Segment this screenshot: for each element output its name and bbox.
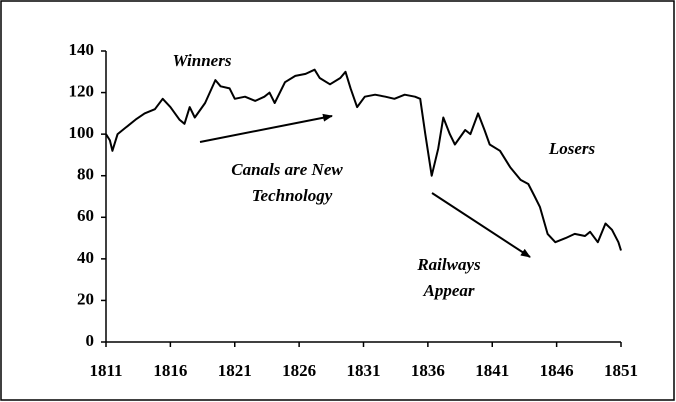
x-tick-label: 1811 <box>89 361 122 380</box>
annotation: Losers <box>548 139 596 158</box>
y-tick-label: 100 <box>69 123 95 142</box>
y-tick-label: 20 <box>77 289 94 308</box>
x-tick-label: 1851 <box>604 361 638 380</box>
y-tick-label: 40 <box>77 248 94 267</box>
annotation: Railways <box>416 255 481 274</box>
x-tick-label: 1826 <box>282 361 316 380</box>
y-tick-label: 140 <box>69 40 95 59</box>
y-tick-label: 60 <box>77 206 94 225</box>
line <box>105 68 622 251</box>
arrow <box>431 192 531 258</box>
x-tick-label: 1831 <box>347 361 381 380</box>
x-tick-label: 1816 <box>153 361 187 380</box>
y-tick-label: 0 <box>86 331 95 350</box>
x-tick-label: 1846 <box>540 361 574 380</box>
annotation: Technology <box>252 186 333 205</box>
x-tick-label: 1836 <box>411 361 445 380</box>
x-tick-label: 1841 <box>475 361 509 380</box>
annotation: Canals are New <box>231 160 343 179</box>
y-tick-label: 120 <box>69 81 95 100</box>
y-tick-label: 80 <box>77 165 94 184</box>
arrow <box>199 113 333 143</box>
annotation: Appear <box>423 281 475 300</box>
x-tick-label: 1821 <box>218 361 252 380</box>
annotation: Winners <box>173 51 232 70</box>
